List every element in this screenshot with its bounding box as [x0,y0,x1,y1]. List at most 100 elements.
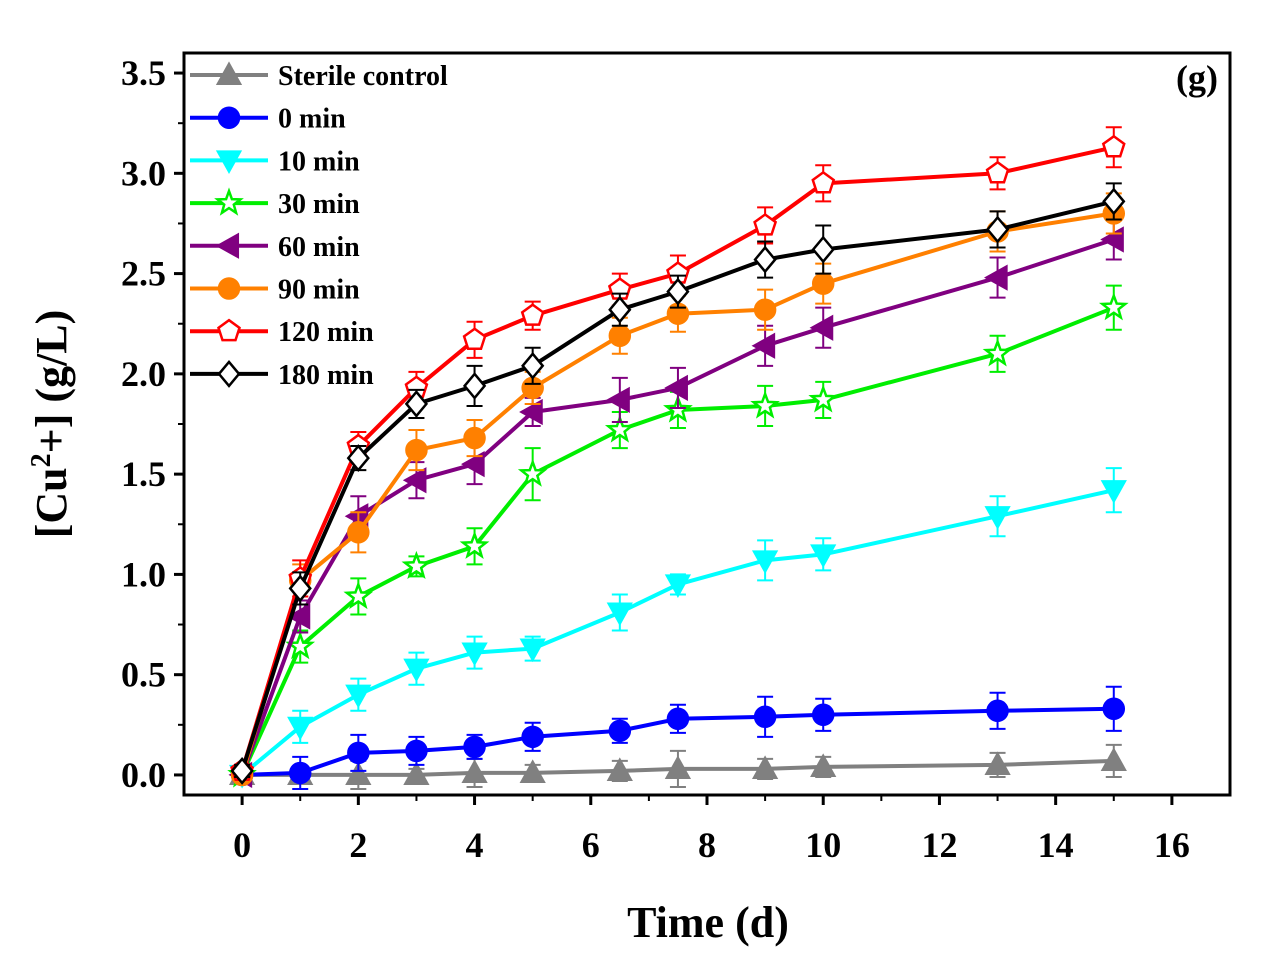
data-point [347,521,370,544]
data-point [519,759,546,783]
data-point [1100,747,1127,771]
series-layer [227,126,1129,790]
legend-marker [217,318,241,342]
legend-entry: 60 min [190,232,360,263]
legend-marker [217,359,241,388]
data-point [519,638,546,663]
data-point [664,574,692,598]
data-point [604,414,635,443]
data-point [606,602,633,627]
data-point [343,580,374,610]
data-point [753,212,778,236]
y-axis-title-prefix: [Cu [27,467,76,538]
y-tick-label: 3.5 [121,53,166,93]
data-point [986,699,1009,723]
data-point [463,426,486,450]
data-point [984,506,1011,530]
data-point [753,298,777,321]
data-point [403,658,430,683]
data-point [810,544,837,568]
data-point [347,741,370,765]
data-point [517,458,548,487]
data-point [1102,187,1126,216]
data-point [751,550,779,574]
data-point [985,215,1010,244]
data-point [608,719,632,743]
y-tick-label: 0.5 [121,655,166,695]
x-tick-label: 4 [466,825,484,865]
legend-entry: 30 min [190,187,360,220]
x-tick-label: 2 [349,825,367,865]
legend-marker [217,277,241,300]
data-point [402,467,427,494]
legend-label: 60 min [278,232,360,263]
legend-label: 30 min [278,189,360,220]
data-point [345,761,372,785]
legend-entry: 120 min [190,317,374,348]
data-point [288,574,312,603]
legend-entry: Sterile control [190,61,448,92]
data-point [750,390,780,419]
data-point [1100,226,1124,253]
y-tick-label: 1.5 [121,454,166,494]
x-tick-label: 0 [233,825,251,865]
legend-entry: 90 min [190,275,360,306]
data-point [811,703,835,727]
legend-label: 120 min [278,317,374,348]
legend-marker [214,187,244,216]
data-point [462,327,487,350]
x-tick-label: 6 [582,825,600,865]
data-point [404,389,429,418]
y-tick-label: 3.0 [121,153,166,193]
data-point [405,739,428,763]
data-point [984,751,1011,775]
data-point [461,759,488,783]
data-point [666,707,690,731]
data-point [459,530,490,559]
data-point [985,160,1010,184]
legend-entry: 180 min [190,360,374,391]
x-axis-ticks: 0 2 4 6 8 10 12 14 16 [233,795,1190,865]
x-tick-label: 12 [921,825,957,865]
legend-label: 180 min [278,360,374,391]
y-axis-title-suffix: +] (g/L) [27,310,76,454]
data-point [753,705,777,729]
data-point [751,755,779,779]
data-point [230,756,254,785]
data-point [606,386,630,414]
panel-label: (g) [1176,58,1218,98]
data-point [811,235,835,264]
y-tick-label: 0.0 [121,755,166,795]
x-axis-title: Time (d) [627,898,789,947]
data-point [520,303,545,326]
data-point [811,272,835,295]
data-point [982,338,1013,367]
data-point [984,264,1008,291]
data-point [666,277,690,306]
data-point [808,384,839,413]
data-point [463,735,486,759]
data-point [608,324,632,348]
y-axis-title: [Cu2+] (g/L) [26,310,76,539]
y-tick-label: 2.0 [121,354,166,394]
legend-marker [215,150,243,174]
data-point [403,761,430,785]
y-axis-ticks: 0.0 0.5 1.0 1.5 2.0 2.5 3.0 3.5 [121,53,184,795]
data-point [346,444,370,473]
data-point [288,761,312,785]
series-line [240,211,1115,776]
x-tick-label: 14 [1038,825,1074,865]
data-point [521,725,544,749]
data-point [521,351,545,380]
data-point [405,438,428,462]
data-point [462,371,487,400]
y-tick-label: 2.5 [121,254,166,294]
legend-marker [215,232,240,259]
data-point [753,245,777,274]
series-line [240,145,1115,772]
y-tick-label: 1.0 [121,554,166,594]
data-point [1101,134,1126,158]
data-point [751,332,776,359]
data-point [461,642,488,667]
